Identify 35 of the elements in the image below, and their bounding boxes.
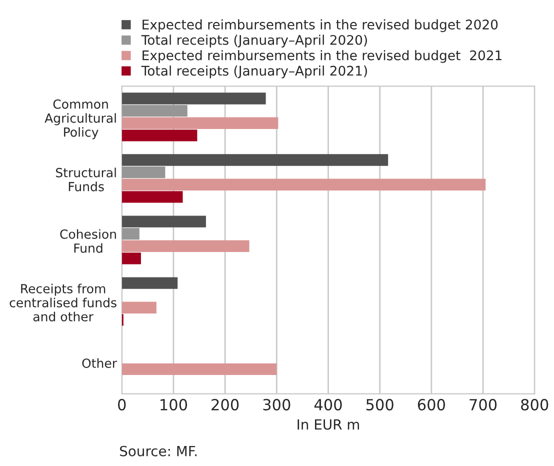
y-tick-label: Receipts from centralised funds and other [10,284,116,322]
bar [122,216,206,228]
bar [122,302,156,314]
y-tick-label: Common Agricultural Policy [44,99,116,140]
bar [122,363,277,376]
bar [122,166,166,178]
bar [122,277,178,289]
legend-label: Expected reimbursements in the revised budget 2020 [142,19,498,32]
legend-label: Total receipts (January–April 2021) [141,66,367,78]
source-note: Source: MF. [120,446,197,456]
x-tick-label: 0 [118,398,126,410]
bar [122,252,141,264]
x-tick-label: 400 [314,398,342,410]
x-tick-label: 300 [263,398,290,410]
legend-label: Expected reimbursements in the revised budget 2021 [142,50,502,63]
x-tick-label: 200 [212,398,239,410]
bar [122,130,198,142]
y-tick-label: Cohesion Fund [60,229,116,253]
bar [122,178,486,190]
bar [122,154,388,166]
x-tick-label: 100 [160,398,188,410]
bar [122,240,250,252]
bar [122,117,278,129]
y-tick-label: Structural Funds [56,168,116,192]
legend-label: Total receipts (January–April 2020) [141,34,367,48]
x-tick-label: 700 [470,398,497,410]
y-tick-label: Other [82,358,118,368]
bar [122,104,188,117]
bar [122,92,266,104]
x-tick-label: 600 [418,398,445,410]
x-tick-label: 500 [366,398,394,410]
bar [122,228,140,240]
x-tick-label: 800 [521,398,548,410]
x-axis-title: In EUR m [298,419,359,430]
bar [122,191,183,203]
